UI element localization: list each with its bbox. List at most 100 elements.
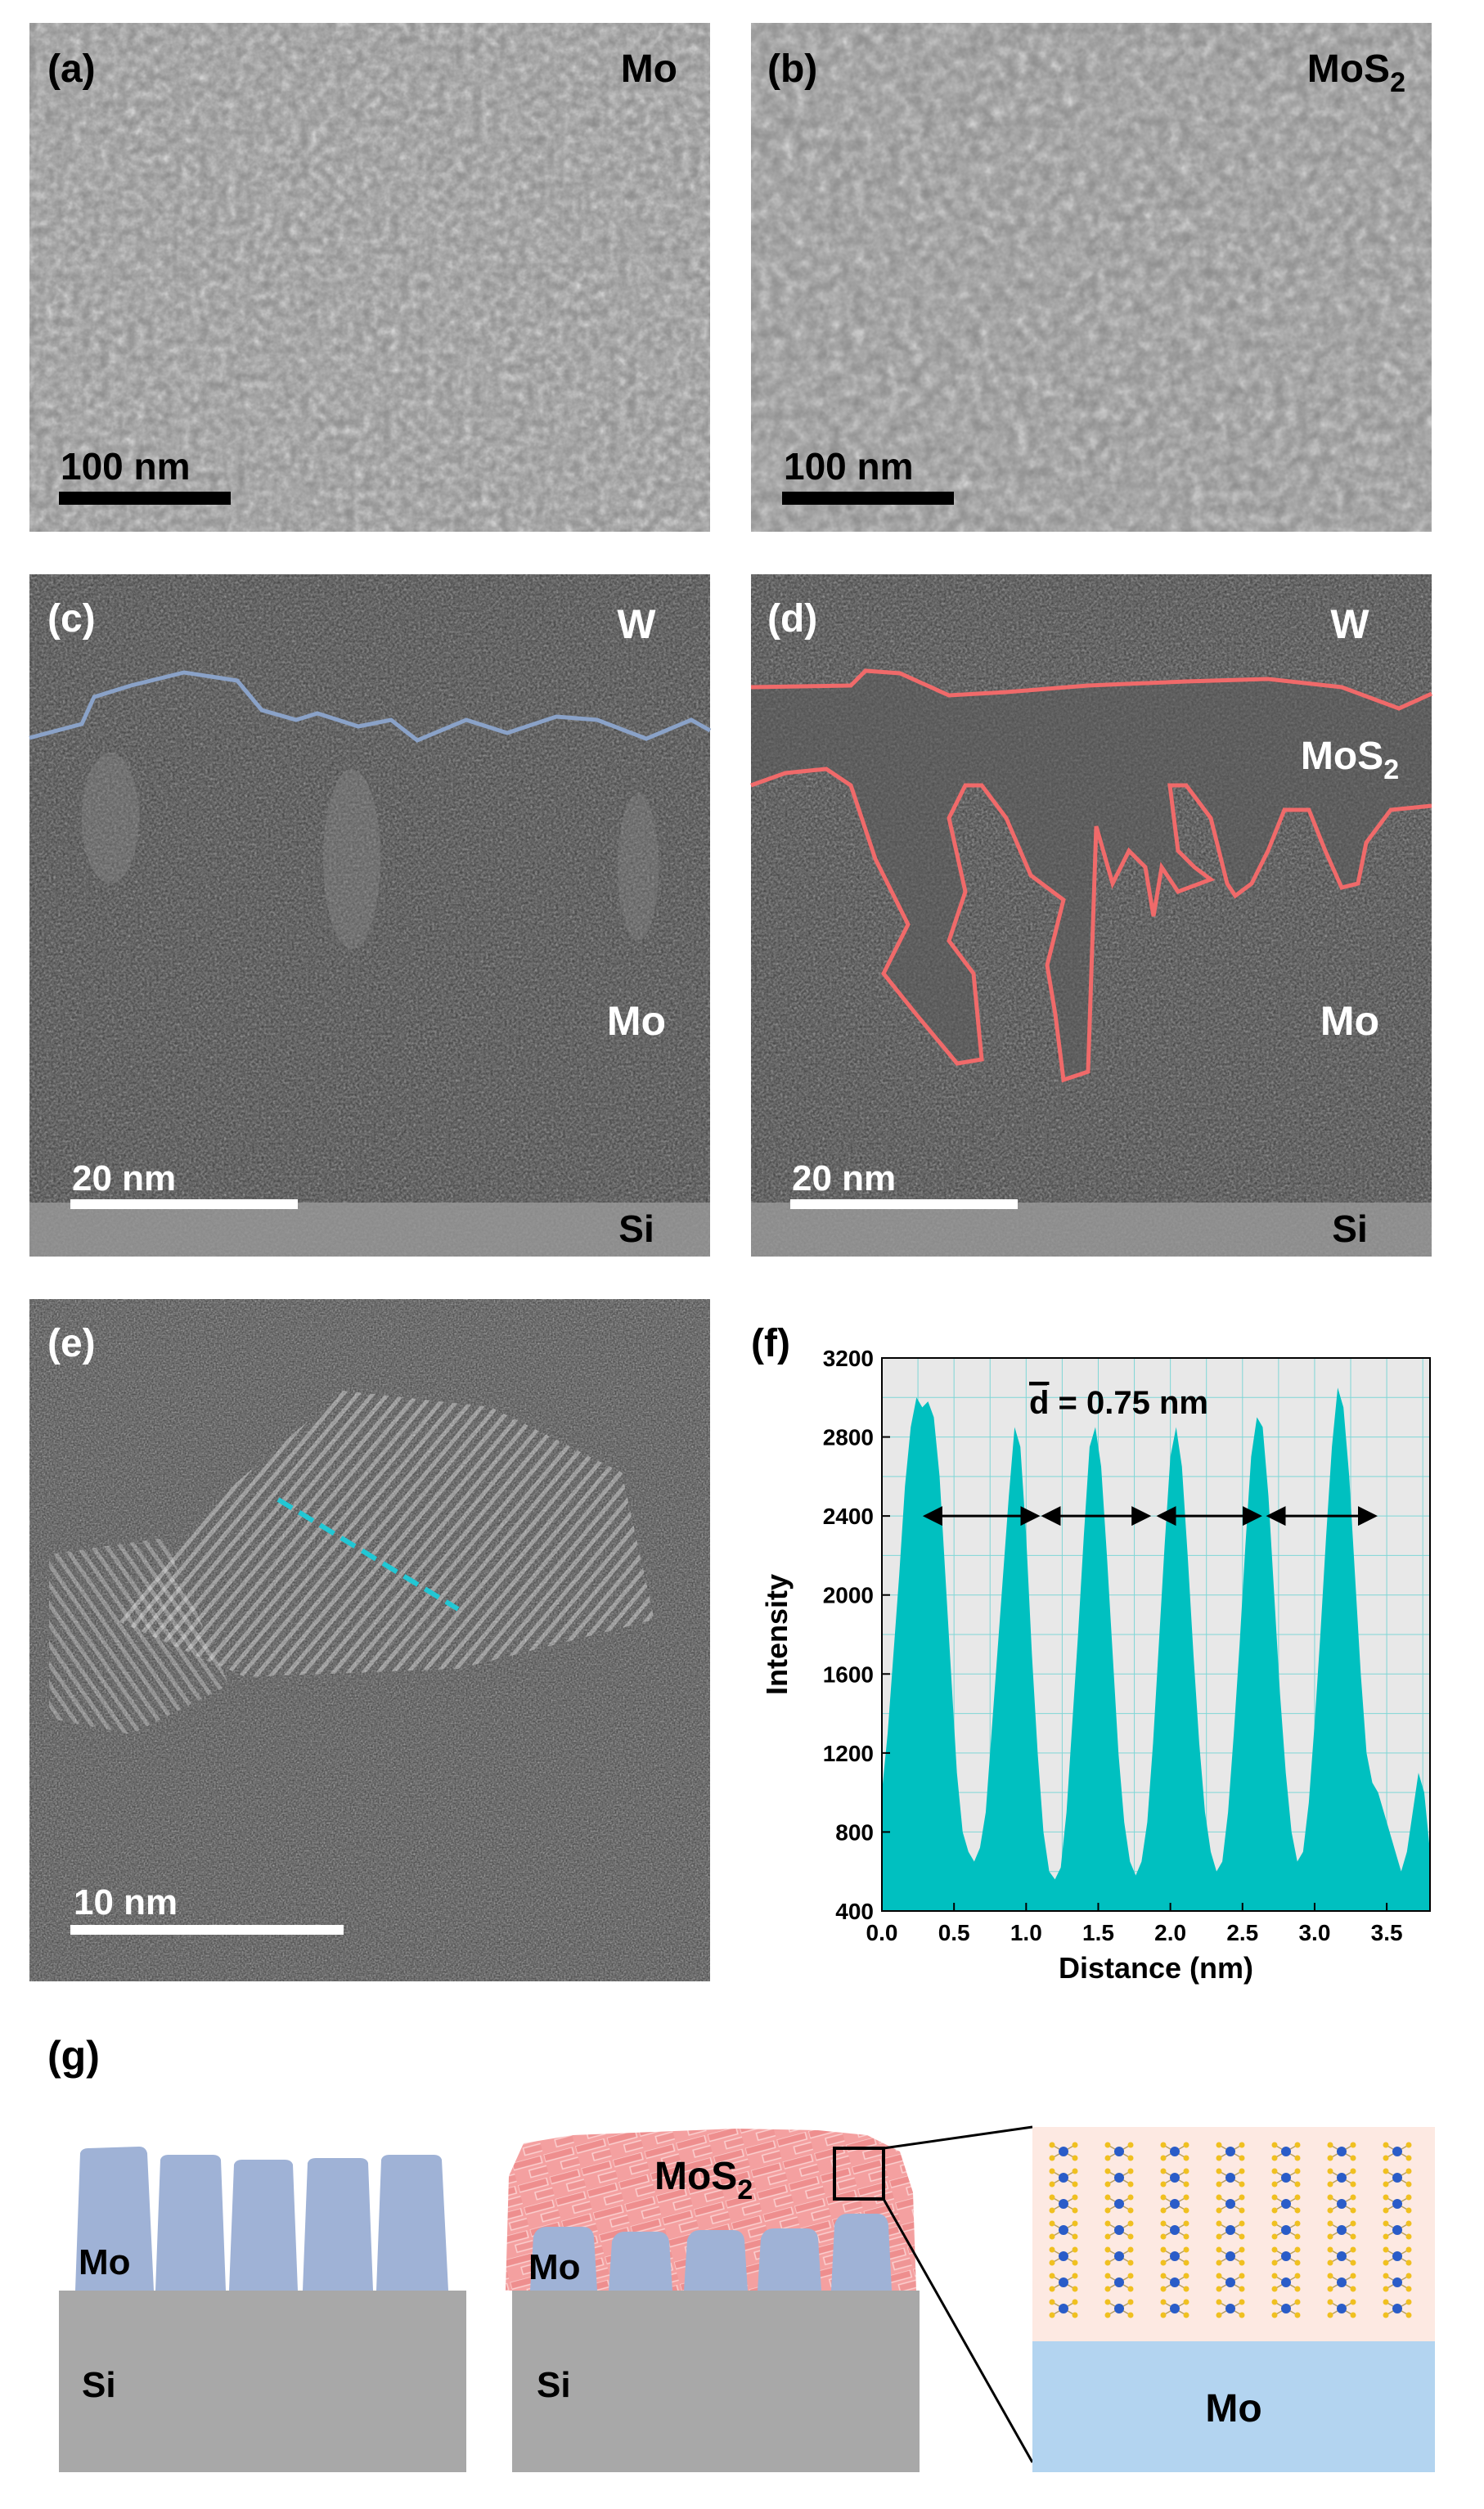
sulfur-atom [1049, 2142, 1055, 2148]
sulfur-atom [1127, 2142, 1134, 2148]
sulfur-atom [1104, 2181, 1111, 2188]
sulfur-atom [1049, 2259, 1055, 2266]
panel-c: (c) W Mo Si 20 nm [29, 574, 712, 1257]
sulfur-atom [1405, 2142, 1412, 2148]
sulfur-atom [1049, 2312, 1055, 2318]
sulfur-atom [1327, 2286, 1333, 2292]
molybdenum-atom [1225, 2304, 1235, 2313]
sulfur-atom [1327, 2194, 1333, 2201]
sulfur-atom [1127, 2259, 1134, 2266]
sulfur-atom [1383, 2273, 1389, 2279]
sulfur-atom [1216, 2194, 1222, 2201]
sem-texture-b [751, 23, 1432, 532]
sulfur-atom [1271, 2273, 1278, 2279]
sulfur-atom [1216, 2273, 1222, 2279]
sulfur-atom [1271, 2142, 1278, 2148]
molybdenum-atom [1281, 2199, 1291, 2209]
mos2-label-middle: MoS2 [654, 2155, 753, 2205]
sulfur-atom [1072, 2273, 1078, 2279]
sulfur-atom [1104, 2233, 1111, 2240]
sulfur-atom [1239, 2220, 1245, 2227]
y-tick-label: 3200 [823, 1346, 874, 1371]
molybdenum-atom [1392, 2251, 1402, 2261]
sulfur-atom [1239, 2233, 1245, 2240]
sulfur-atom [1383, 2246, 1389, 2253]
mo-pillar-1 [75, 2147, 154, 2291]
sulfur-atom [1405, 2233, 1412, 2240]
mo-label-left: Mo [79, 2242, 131, 2282]
sulfur-atom [1405, 2181, 1412, 2188]
sulfur-atom [1104, 2220, 1111, 2227]
sulfur-atom [1160, 2181, 1167, 2188]
molybdenum-atom [1170, 2199, 1180, 2209]
sulfur-atom [1049, 2194, 1055, 2201]
x-tick-label: 0.0 [866, 1920, 898, 1945]
sulfur-atom [1405, 2259, 1412, 2266]
sulfur-atom [1294, 2312, 1301, 2318]
x-tick-label: 1.5 [1082, 1920, 1114, 1945]
grain-c-1 [82, 753, 139, 884]
sulfur-atom [1183, 2259, 1189, 2266]
sulfur-atom [1183, 2246, 1189, 2253]
sulfur-atom [1294, 2168, 1301, 2174]
sulfur-atom [1239, 2259, 1245, 2266]
sulfur-atom [1072, 2181, 1078, 2188]
mo-pillar-m5 [831, 2214, 892, 2291]
sulfur-atom [1239, 2312, 1245, 2318]
lattice-fringes-e-2 [49, 1538, 229, 1734]
sulfur-atom [1049, 2286, 1055, 2292]
sulfur-atom [1327, 2312, 1333, 2318]
sulfur-atom [1216, 2286, 1222, 2292]
top-layer-label-d: W [1330, 601, 1369, 647]
sulfur-atom [1271, 2194, 1278, 2201]
molybdenum-atom [1337, 2225, 1347, 2235]
sulfur-atom [1072, 2220, 1078, 2227]
sulfur-atom [1104, 2259, 1111, 2266]
scalebar-text-b: 100 nm [784, 445, 914, 488]
mo-pillar-2 [155, 2155, 226, 2291]
sulfur-atom [1294, 2246, 1301, 2253]
sulfur-atom [1239, 2286, 1245, 2292]
sulfur-atom [1350, 2155, 1356, 2161]
sulfur-atom [1049, 2181, 1055, 2188]
sulfur-atom [1350, 2194, 1356, 2201]
sulfur-atom [1216, 2168, 1222, 2174]
sulfur-atom [1104, 2142, 1111, 2148]
sulfur-atom [1160, 2312, 1167, 2318]
sulfur-atom [1383, 2142, 1389, 2148]
molybdenum-atom [1337, 2277, 1347, 2287]
y-tick-label: 800 [835, 1819, 874, 1845]
sulfur-atom [1216, 2233, 1222, 2240]
sulfur-atom [1294, 2286, 1301, 2292]
sulfur-atom [1072, 2207, 1078, 2214]
sulfur-atom [1327, 2168, 1333, 2174]
sulfur-atom [1327, 2207, 1333, 2214]
si-region-d [751, 1203, 1432, 1257]
sulfur-atom [1160, 2299, 1167, 2305]
sulfur-atom [1104, 2273, 1111, 2279]
scalebar-e [70, 1925, 344, 1935]
molybdenum-atom [1281, 2277, 1291, 2287]
middle-layer-label-c: Mo [607, 998, 666, 1044]
molybdenum-atom [1114, 2173, 1124, 2183]
sulfur-atom [1072, 2168, 1078, 2174]
zoom-box [833, 2147, 885, 2201]
sulfur-atom [1049, 2273, 1055, 2279]
x-axis-label: Distance (nm) [1059, 1951, 1253, 1985]
sulfur-atom [1127, 2286, 1134, 2292]
sulfur-atom [1160, 2246, 1167, 2253]
sulfur-atom [1049, 2299, 1055, 2305]
sulfur-atom [1072, 2286, 1078, 2292]
sulfur-atom [1239, 2207, 1245, 2214]
molybdenum-atom [1392, 2225, 1402, 2235]
sulfur-atom [1160, 2207, 1167, 2214]
sulfur-atom [1327, 2155, 1333, 2161]
molybdenum-atom [1392, 2304, 1402, 2313]
sulfur-atom [1216, 2246, 1222, 2253]
profile-line [277, 1497, 460, 1612]
sulfur-atom [1350, 2220, 1356, 2227]
sulfur-atom [1405, 2312, 1412, 2318]
sulfur-atom [1127, 2312, 1134, 2318]
sulfur-atom [1072, 2246, 1078, 2253]
mo-pillar-4 [303, 2158, 373, 2291]
